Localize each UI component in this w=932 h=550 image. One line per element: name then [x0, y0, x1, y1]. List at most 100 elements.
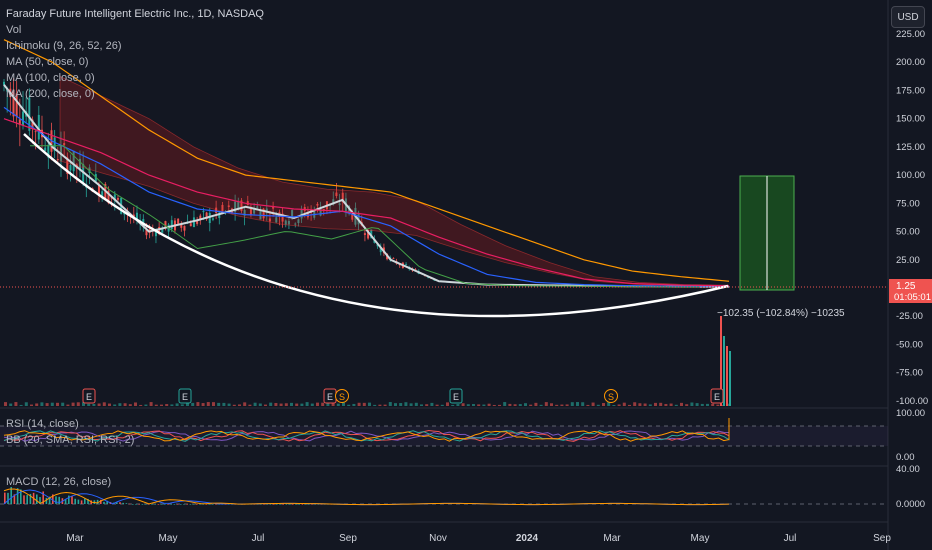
candle-body: [275, 217, 278, 223]
volume-bar: [700, 403, 704, 406]
legend-vol[interactable]: Vol: [6, 24, 22, 36]
volume-bar: [607, 402, 611, 406]
legend-ma50[interactable]: MA (50, close, 0): [6, 56, 89, 68]
volume-bar: [643, 403, 647, 406]
volume-bar: [4, 402, 7, 406]
earnings-event-icon[interactable]: E: [178, 388, 192, 404]
macd-bar: [314, 504, 316, 505]
volume-bar: [56, 402, 59, 406]
volume-bar: [357, 402, 361, 406]
candle-body: [370, 229, 373, 239]
price-tick: 100.00: [896, 170, 925, 181]
volume-bar: [503, 402, 507, 406]
price-tick: -50.00: [896, 339, 923, 350]
candle-body: [154, 231, 157, 237]
volume-bar: [534, 402, 538, 406]
split-event-icon[interactable]: S: [335, 389, 349, 403]
volume-bar: [279, 403, 283, 406]
candle-body: [240, 200, 243, 211]
volume-bar: [446, 402, 449, 406]
volume-bar: [487, 403, 491, 406]
volume-bar: [243, 402, 247, 406]
macd-bar: [170, 504, 172, 505]
candle-body: [291, 210, 294, 218]
volume-bar: [108, 403, 111, 406]
volume-bar: [404, 402, 408, 406]
price-tick: 175.00: [896, 85, 925, 96]
candle-body: [196, 219, 199, 224]
candle-body: [135, 212, 138, 221]
candle-body: [107, 190, 110, 204]
volume-bar: [570, 402, 574, 406]
volume-bar: [581, 402, 585, 406]
rsi-line: [3, 418, 730, 442]
legend-ma200[interactable]: MA (200, close, 0): [6, 88, 95, 100]
macd-bar: [125, 503, 128, 504]
volume-bar: [24, 402, 28, 406]
legend-rsi[interactable]: RSI (14, close): [6, 418, 79, 430]
macd-bar: [167, 504, 169, 505]
earnings-event-icon[interactable]: E: [82, 388, 96, 404]
candle-body: [3, 81, 5, 86]
macd-bar: [13, 494, 16, 504]
volume-bar: [399, 403, 403, 406]
volume-bar: [602, 403, 605, 406]
volume-bar: [14, 402, 18, 406]
volume-bar: [529, 404, 533, 406]
volume-bar: [180, 404, 184, 406]
volume-bar: [472, 404, 475, 406]
macd-bar: [87, 498, 89, 504]
time-tick: May: [691, 533, 710, 544]
candle-body: [297, 219, 300, 224]
volume-bar: [654, 402, 657, 406]
earnings-event-icon[interactable]: E: [449, 388, 463, 404]
volume-bar: [706, 403, 709, 406]
time-axis[interactable]: Mar May Jul Sep Nov 2024 Mar May Jul Sep: [66, 533, 891, 544]
candle-body: [47, 144, 50, 158]
volume-bar: [347, 404, 351, 406]
chart-title[interactable]: Faraday Future Intelligent Electric Inc.…: [6, 8, 264, 20]
volume-bar: [362, 402, 366, 406]
candle-body: [300, 209, 303, 219]
volume-bar: [336, 403, 340, 406]
legend-ichimoku[interactable]: Ichimoku (9, 26, 52, 26): [6, 40, 122, 52]
legend-ma100[interactable]: MA (100, close, 0): [6, 72, 95, 84]
macd-bar: [77, 499, 80, 504]
candle-body: [34, 131, 37, 133]
split-event-icon[interactable]: S: [604, 389, 618, 403]
candle-body: [116, 198, 119, 200]
price-axis[interactable]: 225.00 200.00 175.00 150.00 125.00 100.00 75.0…: [896, 29, 928, 407]
last-price-box: [889, 279, 932, 303]
macd-bar: [96, 499, 99, 504]
volume-bar: [238, 404, 241, 406]
macd-bar: [119, 502, 121, 504]
volume-bar: [232, 404, 236, 406]
legend-macd[interactable]: MACD (12, 26, close): [6, 476, 112, 488]
earnings-event-icon[interactable]: E: [323, 388, 337, 404]
volume-bar: [139, 404, 143, 406]
candle-body: [243, 209, 246, 216]
volume-bar: [61, 402, 65, 406]
volume-bar: [659, 402, 663, 406]
macd-bar: [304, 504, 307, 505]
volume-bar: [258, 403, 262, 406]
macd-bar: [164, 504, 166, 505]
volume-bar: [118, 403, 122, 406]
cup-drawing[interactable]: [23, 133, 729, 318]
candle-body: [180, 224, 183, 228]
macd-bar: [74, 498, 76, 504]
rsi-line: [3, 418, 730, 442]
event-label: E: [327, 392, 333, 402]
currency-button[interactable]: USD: [891, 6, 925, 28]
price-tick: 25.00: [896, 255, 920, 266]
candle-body: [199, 215, 202, 220]
legend-bb[interactable]: BB (20, SMA, RSI, RSI, 2): [6, 434, 135, 446]
volume-bar: [664, 403, 668, 406]
candle-body: [158, 226, 161, 235]
volume-bar: [513, 404, 517, 406]
volume-bar: [66, 404, 70, 406]
earnings-event-icon[interactable]: E: [710, 388, 724, 404]
macd-bar: [256, 504, 259, 505]
